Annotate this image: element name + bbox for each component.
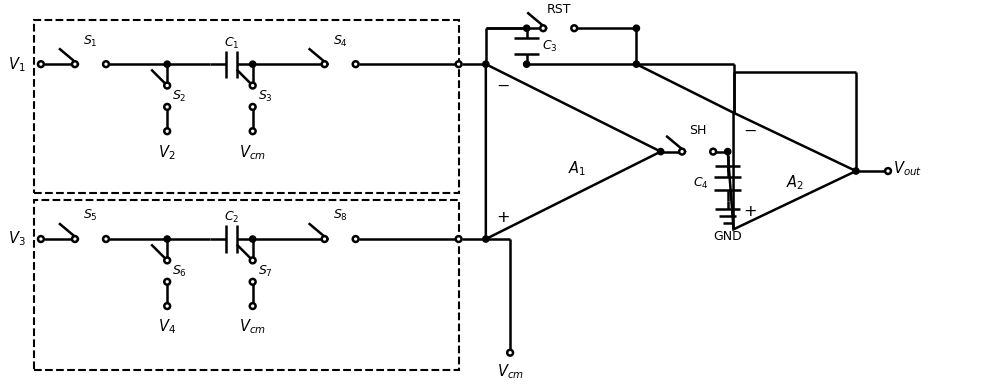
Circle shape xyxy=(250,61,256,67)
Circle shape xyxy=(633,25,640,31)
Text: $+$: $+$ xyxy=(743,204,757,219)
Circle shape xyxy=(250,236,256,242)
Text: SH: SH xyxy=(689,124,706,137)
Text: $S_4$: $S_4$ xyxy=(333,34,348,48)
Text: $S_5$: $S_5$ xyxy=(83,208,98,224)
Circle shape xyxy=(483,61,489,67)
Circle shape xyxy=(725,149,731,155)
Circle shape xyxy=(164,236,170,242)
Circle shape xyxy=(38,236,44,242)
Circle shape xyxy=(250,279,256,285)
Circle shape xyxy=(164,104,170,110)
Circle shape xyxy=(322,61,327,67)
Circle shape xyxy=(164,303,170,309)
Text: $-$: $-$ xyxy=(743,123,757,138)
Text: $C_2$: $C_2$ xyxy=(224,210,239,226)
Text: $V_3$: $V_3$ xyxy=(8,230,25,248)
Bar xyxy=(34,20,459,194)
Text: $S_3$: $S_3$ xyxy=(258,89,272,104)
Text: $S_1$: $S_1$ xyxy=(83,34,98,48)
Circle shape xyxy=(633,61,640,67)
Text: $V_1$: $V_1$ xyxy=(8,55,25,74)
Circle shape xyxy=(164,83,170,88)
Text: $S_2$: $S_2$ xyxy=(172,89,187,104)
Circle shape xyxy=(885,168,891,174)
Text: $A_2$: $A_2$ xyxy=(786,173,804,192)
Circle shape xyxy=(164,279,170,285)
Text: $V_{cm}$: $V_{cm}$ xyxy=(239,318,266,336)
Circle shape xyxy=(164,61,170,67)
Text: $C_4$: $C_4$ xyxy=(693,176,708,191)
Text: $-$: $-$ xyxy=(496,78,509,93)
Circle shape xyxy=(456,61,462,67)
Text: RST: RST xyxy=(546,3,571,16)
Text: $S_7$: $S_7$ xyxy=(258,264,272,279)
Text: $S_8$: $S_8$ xyxy=(333,208,348,224)
Text: $V_{out}$: $V_{out}$ xyxy=(893,160,922,178)
Bar xyxy=(34,200,459,370)
Circle shape xyxy=(103,61,109,67)
Circle shape xyxy=(483,236,489,242)
Circle shape xyxy=(250,83,256,88)
Circle shape xyxy=(322,236,327,242)
Text: $V_{cm}$: $V_{cm}$ xyxy=(497,362,524,381)
Circle shape xyxy=(103,236,109,242)
Text: $V_4$: $V_4$ xyxy=(158,318,176,336)
Circle shape xyxy=(524,61,530,67)
Circle shape xyxy=(571,25,577,31)
Circle shape xyxy=(524,25,530,31)
Text: $S_6$: $S_6$ xyxy=(172,264,187,279)
Text: GND: GND xyxy=(713,230,742,243)
Circle shape xyxy=(164,258,170,263)
Circle shape xyxy=(507,350,513,355)
Circle shape xyxy=(456,236,462,242)
Text: $V_2$: $V_2$ xyxy=(158,143,176,161)
Circle shape xyxy=(710,149,716,154)
Circle shape xyxy=(250,128,256,134)
Circle shape xyxy=(353,61,359,67)
Circle shape xyxy=(853,168,859,174)
Circle shape xyxy=(540,25,546,31)
Text: $A_1$: $A_1$ xyxy=(568,160,586,178)
Circle shape xyxy=(658,149,664,155)
Circle shape xyxy=(72,236,78,242)
Circle shape xyxy=(164,128,170,134)
Circle shape xyxy=(679,149,685,154)
Circle shape xyxy=(250,303,256,309)
Text: $C_3$: $C_3$ xyxy=(542,39,558,54)
Text: $+$: $+$ xyxy=(496,210,509,225)
Circle shape xyxy=(38,61,44,67)
Text: $V_{cm}$: $V_{cm}$ xyxy=(239,143,266,161)
Text: $C_1$: $C_1$ xyxy=(224,36,239,50)
Circle shape xyxy=(250,104,256,110)
Circle shape xyxy=(353,236,359,242)
Circle shape xyxy=(250,258,256,263)
Circle shape xyxy=(72,61,78,67)
